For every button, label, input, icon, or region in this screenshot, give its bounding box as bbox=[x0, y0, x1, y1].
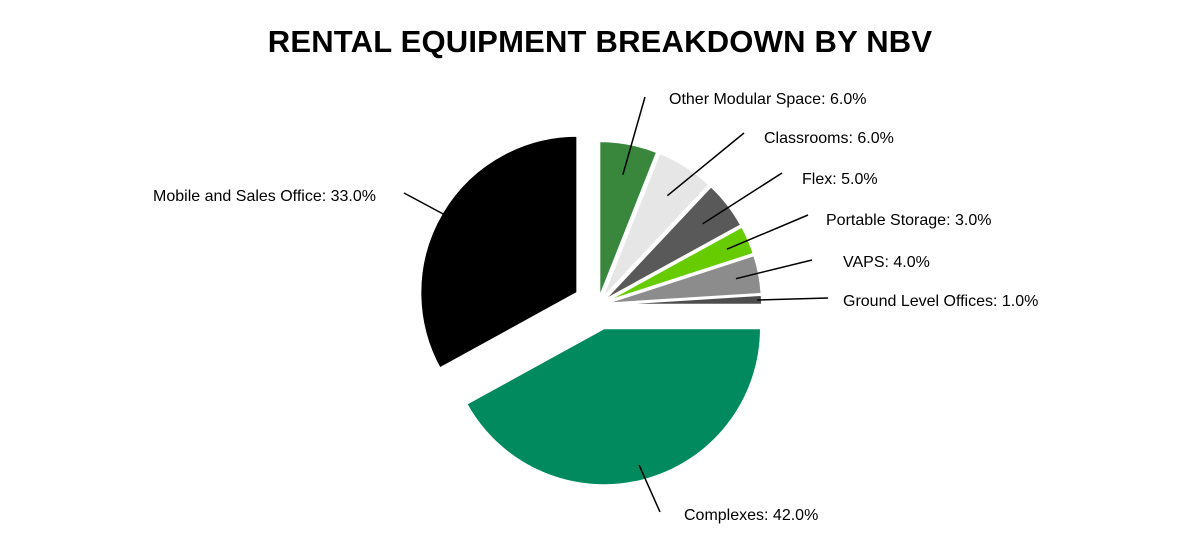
slice-label: VAPS: 4.0% bbox=[843, 254, 930, 271]
pie-slice-vaps bbox=[604, 253, 763, 305]
pie-slice-complexes bbox=[465, 327, 762, 487]
pie-slice-other-modular-space bbox=[598, 140, 659, 299]
pie-slice-mobile-and-sales-office bbox=[419, 134, 579, 370]
slice-label: Classrooms: 6.0% bbox=[764, 130, 894, 147]
pie-slices bbox=[419, 134, 763, 487]
slice-label: Other Modular Space: 6.0% bbox=[669, 91, 866, 108]
leader-lines bbox=[403, 96, 829, 513]
slice-label: Portable Storage: 3.0% bbox=[826, 212, 991, 229]
pie-slice-classrooms bbox=[600, 151, 711, 300]
slice-label: Complexes: 42.0% bbox=[684, 507, 818, 524]
leader-line bbox=[622, 96, 646, 175]
leader-line bbox=[638, 464, 661, 513]
chart-title: RENTAL EQUIPMENT BREAKDOWN BY NBV bbox=[267, 24, 933, 59]
leader-line bbox=[735, 259, 813, 280]
leader-line bbox=[666, 132, 745, 197]
leader-line bbox=[726, 214, 809, 250]
leader-line bbox=[702, 172, 783, 225]
slice-label: Mobile and Sales Office: 33.0% bbox=[153, 188, 376, 205]
leader-line bbox=[403, 192, 454, 220]
leader-line bbox=[757, 297, 829, 301]
slice-label: Flex: 5.0% bbox=[802, 171, 878, 188]
slice-labels: Ground Level Offices: 1.0% VAPS: 4.0% Port… bbox=[153, 91, 1038, 524]
slice-label: Ground Level Offices: 1.0% bbox=[843, 293, 1038, 310]
pie-slice-flex bbox=[602, 184, 743, 302]
